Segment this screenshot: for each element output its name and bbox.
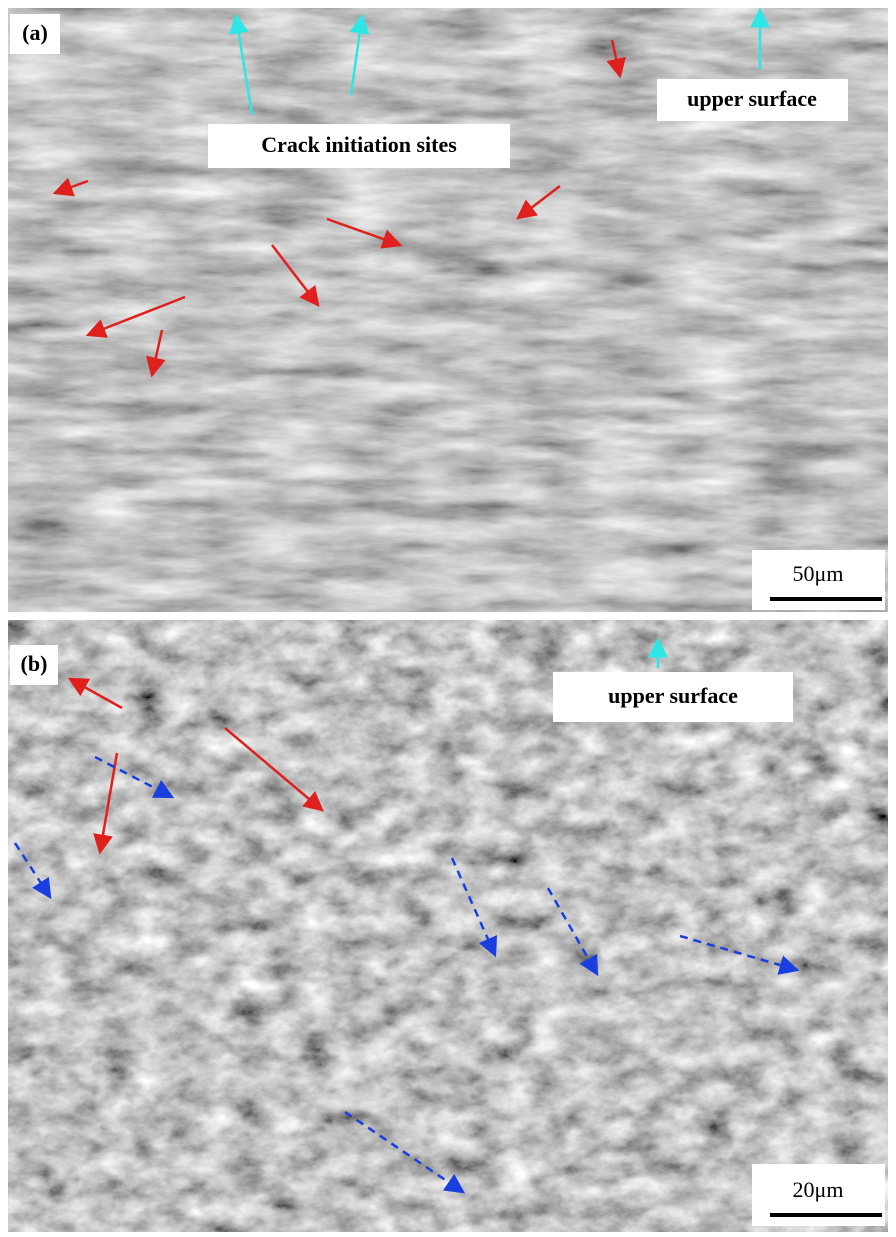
scale-bar-label: 20μm [793,1177,844,1202]
panel-b: (b) upper surface 20μm [8,620,888,1232]
panel-a: (a) Crack initiation sites upper surface… [8,8,888,612]
figure: (a) Crack initiation sites upper surface… [0,0,896,1232]
annotation: Crack initiation sites [261,132,457,157]
annotation: upper surface [687,86,817,111]
panel-label: (b) [21,651,48,676]
scale-bar-label: 50μm [793,561,844,586]
panel-label: (a) [22,20,48,45]
annotation: upper surface [608,683,738,708]
page: (a) Crack initiation sites upper surface… [0,0,896,1232]
